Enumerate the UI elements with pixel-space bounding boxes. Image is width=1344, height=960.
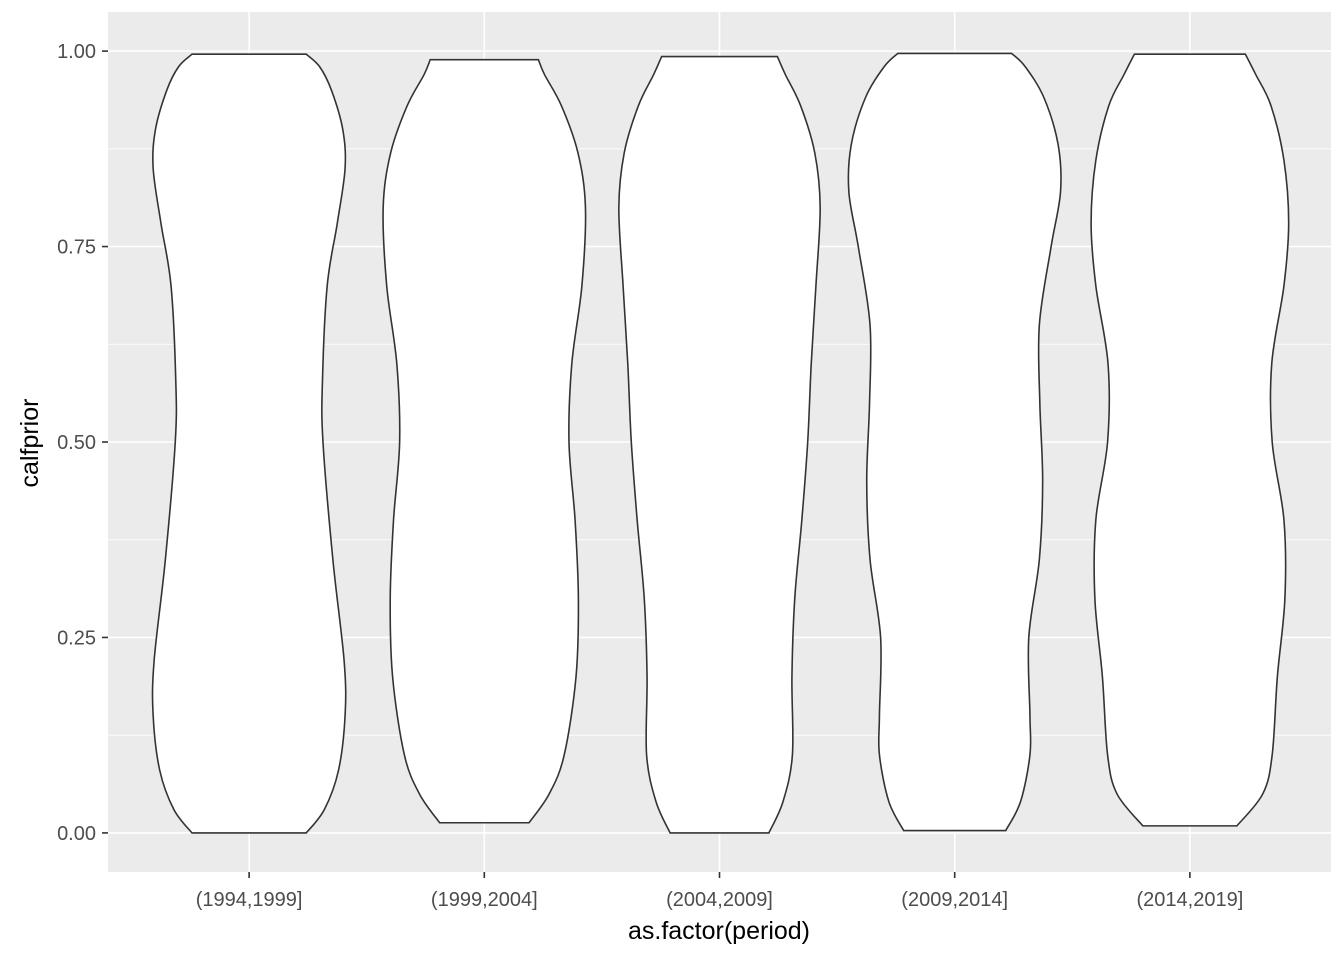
x-tick-label: (2004,2009]	[666, 889, 773, 911]
x-tick-label: (2014,2019]	[1137, 889, 1244, 911]
violin-4	[847, 52, 1062, 832]
violin-5	[1090, 53, 1290, 827]
x-tick-label: (1999,2004]	[431, 889, 538, 911]
x-tick-label: (1994,1999]	[196, 889, 303, 911]
violins	[151, 52, 1290, 834]
y-axis-title: calfprior	[16, 399, 44, 488]
violin-1	[151, 53, 347, 834]
y-tick-label: 0.00	[57, 823, 96, 845]
x-axis-title: as.factor(period)	[628, 917, 810, 945]
y-tick-label: 0.25	[57, 627, 96, 649]
y-axis-ticks: 0.00 0.25 0.50 0.75 1.00	[57, 41, 108, 845]
x-axis-ticks: (1994,1999] (1999,2004] (2004,2009] (2009,2…	[196, 872, 1244, 911]
violin-3	[618, 55, 821, 834]
violin-2	[382, 58, 587, 824]
y-tick-label: 0.50	[57, 432, 96, 454]
y-tick-label: 1.00	[57, 41, 96, 63]
y-tick-label: 0.75	[57, 237, 96, 259]
x-tick-label: (2009,2014]	[901, 889, 1008, 911]
